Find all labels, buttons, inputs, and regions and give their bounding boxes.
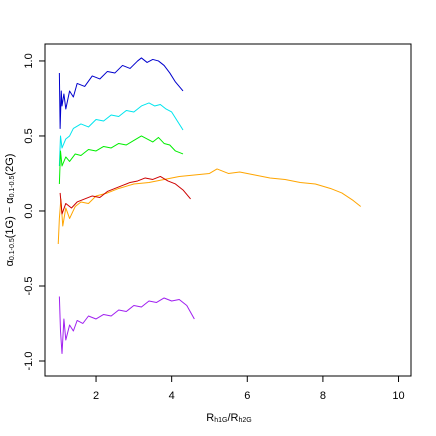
y-tick-label: -0.5: [23, 277, 35, 296]
series-line: [57, 168, 362, 245]
series-line: [58, 57, 184, 129]
y-axis-label: α0.1-0.5(1G) − α0.1-0.5(2G): [4, 154, 16, 267]
x-tick-label: 4: [169, 390, 175, 402]
series-line: [58, 102, 184, 166]
y-tick-label: 0.0: [23, 203, 35, 218]
y-tick-label: 0.5: [23, 128, 35, 143]
x-tick-label: 2: [93, 390, 99, 402]
series-line: [59, 175, 191, 215]
series-line: [58, 135, 184, 184]
series-line: [58, 296, 195, 354]
y-tick-label: -1.0: [23, 352, 35, 371]
x-tick-label: 8: [320, 390, 326, 402]
x-tick-label: 10: [392, 390, 404, 402]
plot-frame: [44, 43, 412, 377]
x-axis-label: Rh1G/Rh2G: [206, 412, 251, 424]
y-tick-label: 1.0: [23, 53, 35, 68]
x-tick-label: 6: [244, 390, 250, 402]
